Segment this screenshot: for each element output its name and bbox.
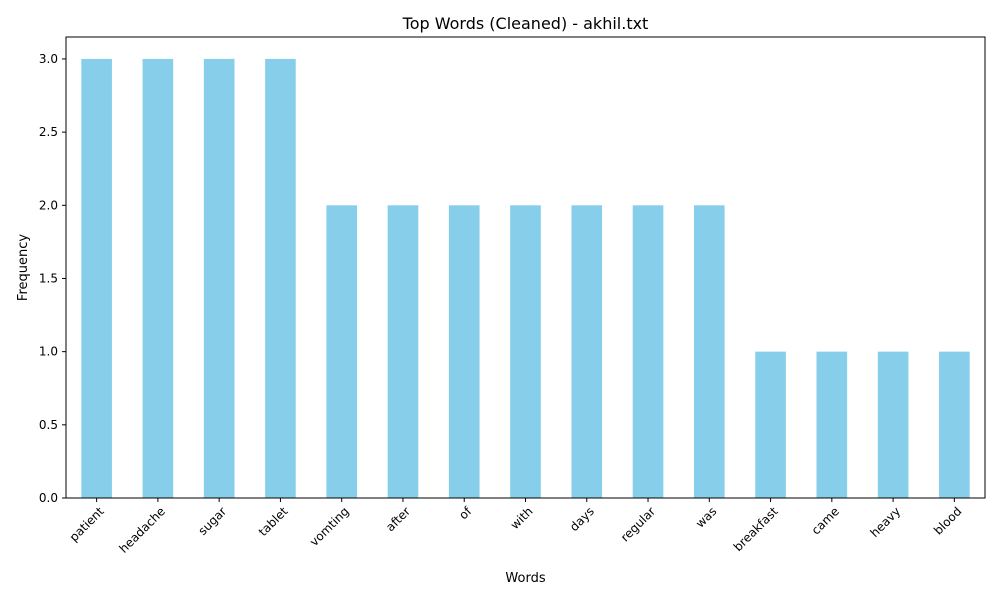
bar-heavy xyxy=(877,351,909,498)
x-axis-label: Words xyxy=(505,571,545,586)
bar-was xyxy=(693,205,725,499)
bar-blood xyxy=(939,351,970,498)
bar-headache xyxy=(142,58,174,498)
bar-vomting xyxy=(326,205,358,499)
bar-after xyxy=(387,205,419,499)
bar-days xyxy=(571,205,603,499)
y-tick-label: 0.5 xyxy=(39,418,58,432)
x-tick-label: was xyxy=(693,504,719,530)
bar-sugar xyxy=(203,58,235,498)
x-tick-label: of xyxy=(456,504,475,523)
y-tick-label: 2.0 xyxy=(39,198,58,212)
x-tick-label: vomting xyxy=(307,504,352,549)
chart-title: Top Words (Cleaned) - akhil.txt xyxy=(402,14,649,33)
plot-frame xyxy=(65,36,986,499)
bar-tablet xyxy=(265,58,296,498)
x-tick-label: blood xyxy=(931,504,964,537)
y-axis-label: Frequency xyxy=(16,234,31,301)
x-tick-label: days xyxy=(567,504,597,534)
bars-group xyxy=(81,58,970,499)
x-tick-label: sugar xyxy=(196,504,230,538)
x-tick-label: tablet xyxy=(256,504,291,539)
x-tick-label: came xyxy=(809,504,842,537)
x-tick-label: after xyxy=(383,504,413,534)
y-tick-label: 1.0 xyxy=(39,345,58,359)
x-tick-label: headache xyxy=(116,504,168,556)
y-tick-label: 2.5 xyxy=(39,125,58,139)
bar-regular xyxy=(632,205,664,499)
bar-of xyxy=(448,205,480,499)
bar-came xyxy=(816,351,848,498)
x-tick-label: with xyxy=(508,504,536,532)
x-axis: patient headache sugar tablet vomting after of… xyxy=(67,498,964,556)
y-tick-label: 3.0 xyxy=(39,52,58,66)
y-tick-label: 1.5 xyxy=(39,271,58,285)
bar-patient xyxy=(81,58,112,498)
x-tick-label: breakfast xyxy=(731,504,781,554)
x-tick-label: regular xyxy=(618,504,658,544)
bar-with xyxy=(510,205,541,499)
y-axis: 0.0 0.5 1.0 1.5 2.0 2.5 3.0 xyxy=(39,52,66,505)
x-tick-label: patient xyxy=(67,504,107,544)
y-tick-label: 0.0 xyxy=(39,491,58,505)
x-tick-label: heavy xyxy=(867,504,903,540)
bar-breakfast xyxy=(755,351,786,498)
